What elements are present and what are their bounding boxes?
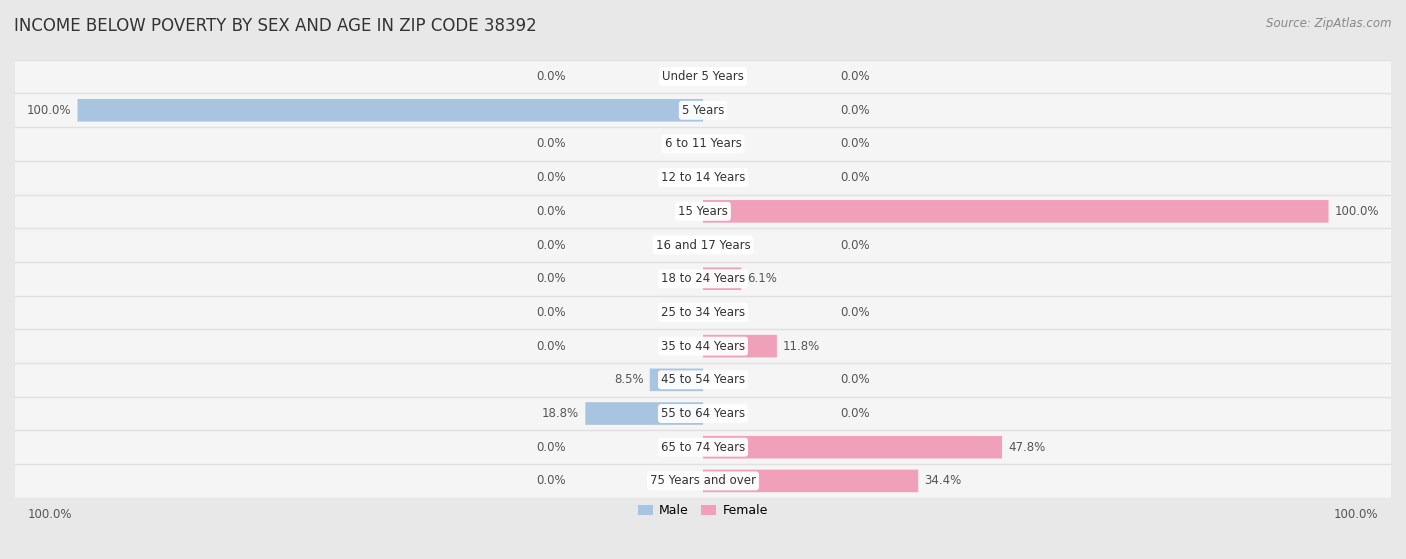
- Text: 0.0%: 0.0%: [536, 70, 565, 83]
- Bar: [15, 228, 1391, 262]
- FancyBboxPatch shape: [703, 200, 1329, 222]
- Bar: [15, 195, 1391, 228]
- Text: 0.0%: 0.0%: [841, 239, 870, 252]
- Text: 0.0%: 0.0%: [841, 306, 870, 319]
- Text: 11.8%: 11.8%: [783, 340, 820, 353]
- Text: 0.0%: 0.0%: [536, 171, 565, 184]
- Text: 100.0%: 100.0%: [1334, 508, 1378, 521]
- Text: 47.8%: 47.8%: [1008, 440, 1046, 454]
- Bar: [15, 363, 1391, 397]
- FancyBboxPatch shape: [703, 470, 918, 492]
- Text: 0.0%: 0.0%: [536, 138, 565, 150]
- Text: 100.0%: 100.0%: [1334, 205, 1379, 218]
- Bar: [15, 430, 1391, 464]
- Bar: [15, 127, 1391, 161]
- Text: 100.0%: 100.0%: [27, 104, 72, 117]
- Bar: [15, 464, 1391, 498]
- Text: 0.0%: 0.0%: [536, 272, 565, 285]
- Text: 0.0%: 0.0%: [536, 340, 565, 353]
- Text: Under 5 Years: Under 5 Years: [662, 70, 744, 83]
- Text: 25 to 34 Years: 25 to 34 Years: [661, 306, 745, 319]
- Text: 0.0%: 0.0%: [841, 407, 870, 420]
- Bar: [15, 397, 1391, 430]
- Text: 12 to 14 Years: 12 to 14 Years: [661, 171, 745, 184]
- FancyBboxPatch shape: [703, 335, 778, 357]
- Text: 18 to 24 Years: 18 to 24 Years: [661, 272, 745, 285]
- FancyBboxPatch shape: [703, 436, 1002, 458]
- Bar: [15, 161, 1391, 195]
- Bar: [15, 60, 1391, 93]
- Text: 6 to 11 Years: 6 to 11 Years: [665, 138, 741, 150]
- Text: 45 to 54 Years: 45 to 54 Years: [661, 373, 745, 386]
- Text: Source: ZipAtlas.com: Source: ZipAtlas.com: [1267, 17, 1392, 30]
- Text: 6.1%: 6.1%: [748, 272, 778, 285]
- FancyBboxPatch shape: [650, 368, 703, 391]
- Text: 65 to 74 Years: 65 to 74 Years: [661, 440, 745, 454]
- Text: 0.0%: 0.0%: [536, 205, 565, 218]
- Bar: [15, 262, 1391, 296]
- Text: 0.0%: 0.0%: [841, 138, 870, 150]
- Text: INCOME BELOW POVERTY BY SEX AND AGE IN ZIP CODE 38392: INCOME BELOW POVERTY BY SEX AND AGE IN Z…: [14, 17, 537, 35]
- Text: 35 to 44 Years: 35 to 44 Years: [661, 340, 745, 353]
- Text: 18.8%: 18.8%: [543, 407, 579, 420]
- Text: 5 Years: 5 Years: [682, 104, 724, 117]
- FancyBboxPatch shape: [703, 267, 741, 290]
- Text: 16 and 17 Years: 16 and 17 Years: [655, 239, 751, 252]
- Text: 55 to 64 Years: 55 to 64 Years: [661, 407, 745, 420]
- FancyBboxPatch shape: [77, 99, 703, 121]
- Text: 0.0%: 0.0%: [536, 475, 565, 487]
- Bar: [15, 93, 1391, 127]
- Text: 75 Years and over: 75 Years and over: [650, 475, 756, 487]
- Text: 15 Years: 15 Years: [678, 205, 728, 218]
- Text: 34.4%: 34.4%: [924, 475, 962, 487]
- Text: 0.0%: 0.0%: [841, 70, 870, 83]
- Text: 0.0%: 0.0%: [536, 440, 565, 454]
- Text: 0.0%: 0.0%: [841, 373, 870, 386]
- Bar: [15, 329, 1391, 363]
- Bar: [15, 296, 1391, 329]
- Legend: Male, Female: Male, Female: [633, 499, 773, 522]
- Text: 0.0%: 0.0%: [841, 104, 870, 117]
- Text: 0.0%: 0.0%: [841, 171, 870, 184]
- Text: 100.0%: 100.0%: [28, 508, 72, 521]
- Text: 8.5%: 8.5%: [614, 373, 644, 386]
- Text: 0.0%: 0.0%: [536, 239, 565, 252]
- Text: 0.0%: 0.0%: [536, 306, 565, 319]
- FancyBboxPatch shape: [585, 402, 703, 425]
